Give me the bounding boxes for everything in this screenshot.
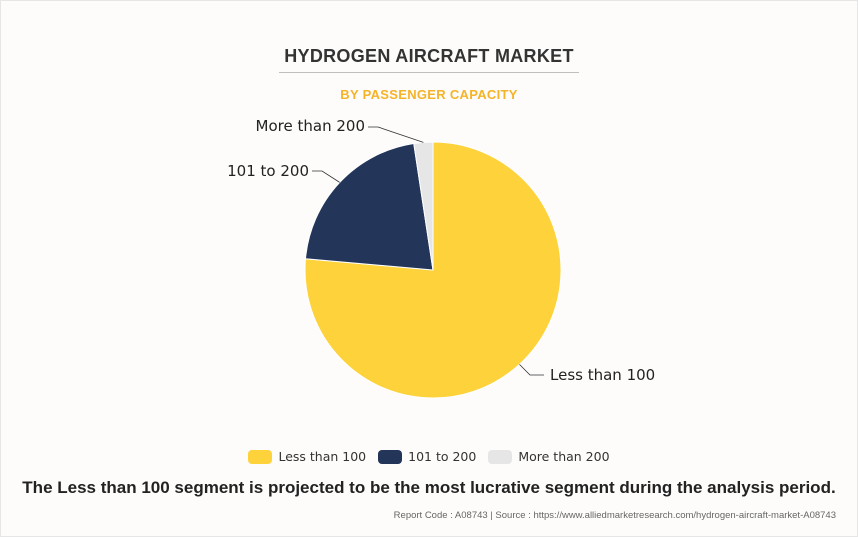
legend-item-more-than-200[interactable]: More than 200 <box>488 449 610 464</box>
slice-label: More than 200 <box>256 117 365 135</box>
legend-swatch <box>488 449 513 464</box>
title-divider <box>279 72 579 73</box>
label-connector <box>312 170 340 183</box>
slice-label: Less than 100 <box>550 366 655 384</box>
legend-label: 101 to 200 <box>408 449 477 464</box>
legend-swatch <box>378 449 403 464</box>
label-connector <box>519 364 544 376</box>
key-finding-text: The Less than 100 segment is projected t… <box>22 478 836 497</box>
chart-title: HYDROGEN AIRCRAFT MARKET <box>284 46 574 66</box>
chart-subtitle: BY PASSENGER CAPACITY <box>340 87 518 102</box>
source-note: Report Code : A08743 | Source : https://… <box>393 510 836 521</box>
legend-label: Less than 100 <box>278 449 367 464</box>
legend-swatch <box>248 449 273 464</box>
chart-legend: Less than 100 101 to 200 More than 200 <box>0 449 858 464</box>
pie-slice-more-than-200[interactable] <box>413 141 434 271</box>
legend-item-less-than-100[interactable]: Less than 100 <box>248 449 366 464</box>
pie-slice-101-to-200[interactable] <box>304 142 434 271</box>
slice-label: 101 to 200 <box>227 162 309 180</box>
label-connector <box>368 126 424 143</box>
legend-item-101-to-200[interactable]: 101 to 200 <box>378 449 476 464</box>
legend-label: More than 200 <box>518 449 610 464</box>
